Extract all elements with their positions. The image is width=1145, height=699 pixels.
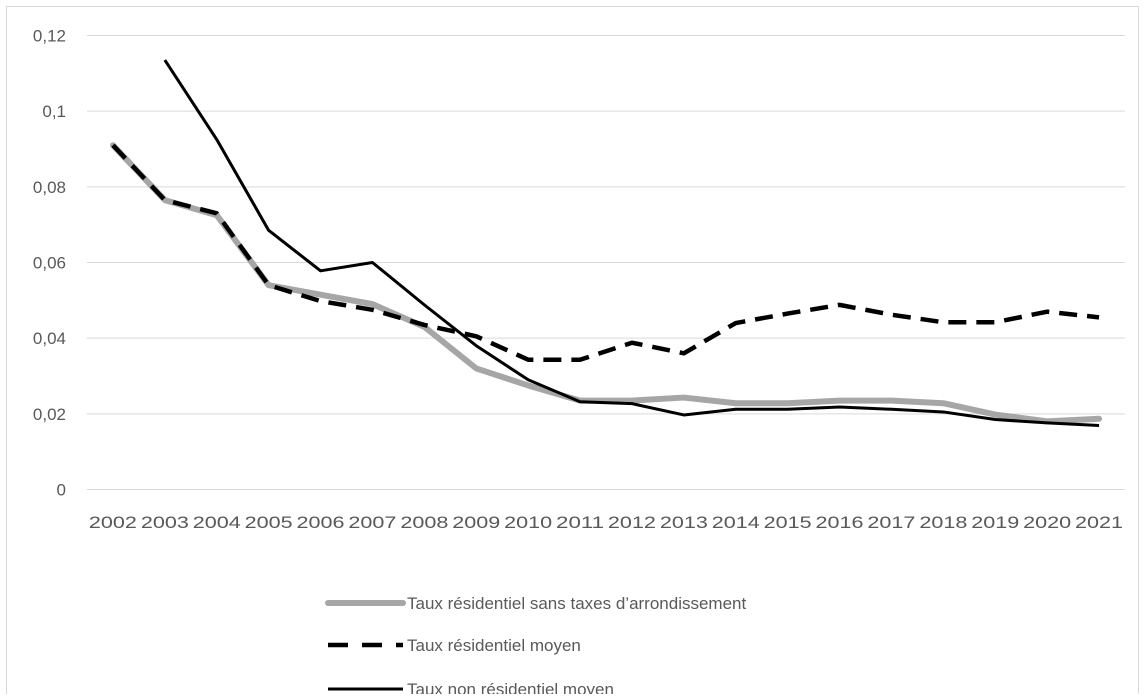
x-tick-label: 2019 bbox=[971, 513, 1019, 532]
x-tick-label: 2003 bbox=[141, 513, 189, 532]
chart-frame bbox=[6, 6, 1139, 699]
x-tick-label: 2011 bbox=[556, 513, 604, 532]
gridlines bbox=[87, 35, 1125, 490]
x-tick-label: 2017 bbox=[867, 513, 915, 532]
x-tick-label: 2007 bbox=[348, 513, 396, 532]
y-tick-label: 0,12 bbox=[33, 27, 66, 46]
y-tick-label: 0,1 bbox=[42, 102, 66, 121]
x-tick-label: 2006 bbox=[297, 513, 345, 532]
x-tick-label: 2013 bbox=[660, 513, 708, 532]
x-tick-label: 2018 bbox=[919, 513, 967, 532]
x-tick-label: 2004 bbox=[193, 513, 241, 532]
y-tick-label: 0,08 bbox=[33, 178, 66, 197]
y-tick-label: 0,02 bbox=[33, 405, 66, 424]
y-axis-tick-labels: 0 0,02 0,04 0,06 0,08 0,1 0,12 bbox=[33, 27, 66, 500]
y-tick-label: 0,04 bbox=[33, 329, 66, 348]
x-tick-label: 2014 bbox=[712, 513, 760, 532]
series-line-3 bbox=[163, 59, 1100, 428]
x-axis-tick-labels: 2002 2003 2004 2005 2006 2007 2008 2009 2010 2011… bbox=[89, 513, 1123, 532]
x-tick-label: 2012 bbox=[608, 513, 656, 532]
x-tick-label: 2002 bbox=[89, 513, 137, 532]
series-lines bbox=[109, 59, 1103, 428]
x-tick-label: 2005 bbox=[245, 513, 293, 532]
x-tick-label: 2021 bbox=[1075, 513, 1123, 532]
x-tick-label: 2015 bbox=[764, 513, 812, 532]
series-line-2 bbox=[111, 143, 1100, 362]
legend-label-3: Taux non résidentiel moyen bbox=[407, 680, 614, 694]
x-tick-label: 2008 bbox=[400, 513, 448, 532]
legend-label-1: Taux résidentiel sans taxes d’arrondisse… bbox=[407, 594, 747, 613]
x-tick-label: 2009 bbox=[452, 513, 500, 532]
x-tick-label: 2010 bbox=[504, 513, 552, 532]
y-tick-label: 0,06 bbox=[33, 254, 66, 273]
legend-label-2: Taux résidentiel moyen bbox=[407, 636, 581, 655]
x-tick-label: 2016 bbox=[816, 513, 864, 532]
y-tick-label: 0 bbox=[57, 481, 66, 500]
legend: Taux résidentiel sans taxes d’arrondisse… bbox=[325, 594, 747, 699]
x-tick-label: 2020 bbox=[1023, 513, 1071, 532]
